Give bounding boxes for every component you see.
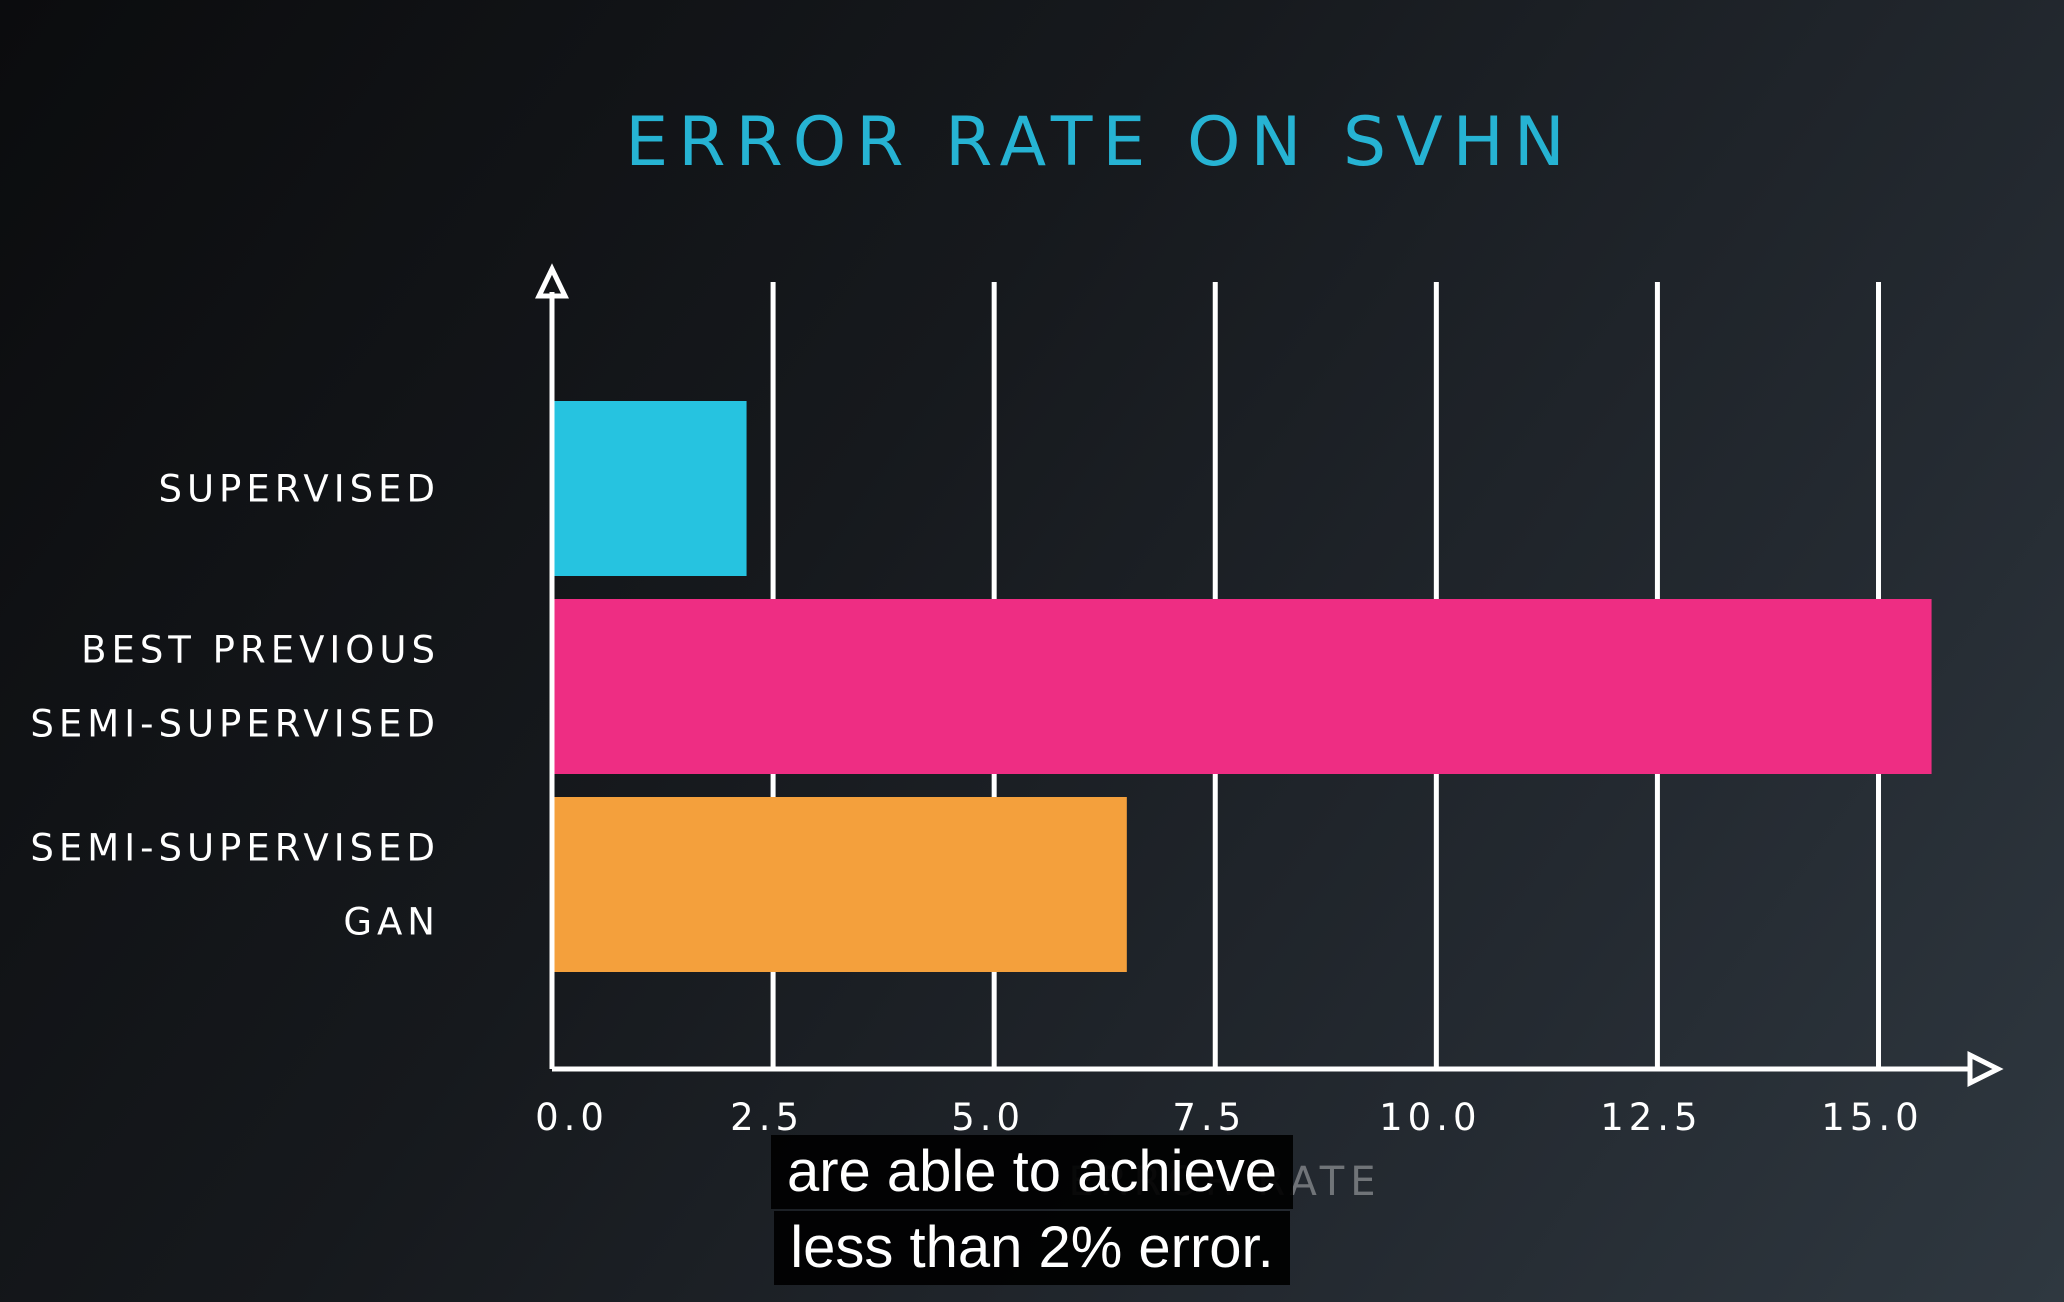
- category-label-1-0: BEST PREVIOUS: [81, 629, 440, 672]
- x-tick-label-4: 10.0: [1379, 1096, 1481, 1139]
- category-label-0-0: SUPERVISED: [158, 468, 440, 511]
- bar-2: [552, 797, 1127, 972]
- bars: [552, 401, 1932, 972]
- category-label-1-1: SEMI-SUPERVISED: [30, 703, 440, 746]
- axes: [535, 263, 2004, 1088]
- category-labels: SUPERVISED BEST PREVIOUS SEMI-SUPERVISED SE…: [30, 468, 440, 944]
- x-tick-label-3: 7.5: [1172, 1096, 1246, 1139]
- subtitle-caption: are able to achieve less than 2% error.: [0, 1135, 2064, 1285]
- caption-line-1: are able to achieve: [770, 1135, 1294, 1209]
- category-label-2-0: SEMI-SUPERVISED: [30, 827, 440, 870]
- bar-0: [552, 401, 747, 576]
- caption-line-2: less than 2% error.: [774, 1211, 1290, 1285]
- x-tick-label-6: 15.0: [1821, 1096, 1923, 1139]
- x-tick-label-0: 0.0: [535, 1096, 609, 1139]
- category-label-2-1: GAN: [343, 901, 440, 944]
- y-axis-arrow: [535, 263, 569, 299]
- x-tick-labels: 0.0 2.5 5.0 7.5 10.0 12.5 15.0: [535, 1096, 1923, 1139]
- bar-1: [552, 599, 1932, 774]
- x-tick-label-1: 2.5: [730, 1096, 804, 1139]
- chart-title: ERROR RATE ON SVHN: [625, 103, 1574, 182]
- x-tick-label-5: 12.5: [1600, 1096, 1702, 1139]
- x-tick-label-2: 5.0: [951, 1096, 1025, 1139]
- x-axis-arrow: [1967, 1050, 2004, 1088]
